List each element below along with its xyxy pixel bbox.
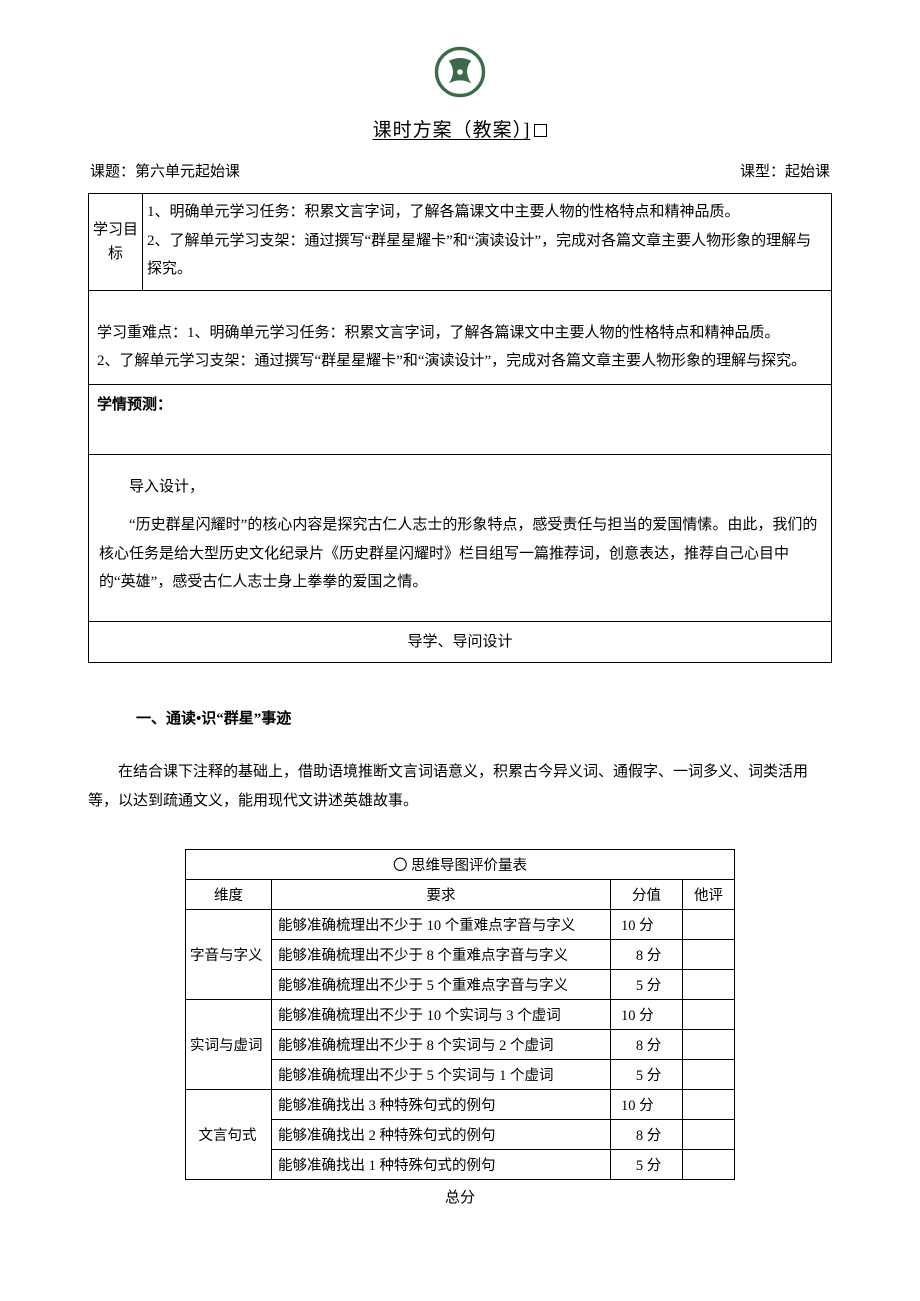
- topic-value: 第六单元起始课: [135, 164, 240, 180]
- lesson-type: 课型：起始课: [740, 160, 830, 181]
- predict-block: 学情预测：: [89, 385, 831, 455]
- topic-label: 课题：: [90, 164, 135, 180]
- rubric-total: 总分: [185, 1186, 735, 1207]
- rubric-requirement: 能够准确找出 2 种特殊句式的例句: [272, 1120, 611, 1150]
- rubric-peer-cell: [683, 910, 735, 940]
- goals-row: 学习目标 1、明确单元学习任务：积累文言字词，了解各篇课文中主要人物的性格特点和…: [89, 194, 831, 291]
- table-row: 字音与字义能够准确梳理出不少于 10 个重难点字音与字义10 分: [186, 910, 735, 940]
- rubric-header-row: 维度 要求 分值 他评: [186, 880, 735, 910]
- rubric-score: 10 分: [611, 1000, 683, 1030]
- rubric-requirement: 能够准确梳理出不少于 5 个实词与 1 个虚词: [272, 1060, 611, 1090]
- rubric-requirement: 能够准确梳理出不少于 8 个重难点字音与字义: [272, 940, 611, 970]
- difficulty-line-2: 2、了解单元学习支架：通过撰写“群星星耀卡”和“演读设计”，完成对各篇文章主要人…: [97, 347, 823, 376]
- rubric-score: 8 分: [611, 1030, 683, 1060]
- rubric-peer-cell: [683, 1120, 735, 1150]
- main-box: 学习目标 1、明确单元学习任务：积累文言字词，了解各篇课文中主要人物的性格特点和…: [88, 193, 832, 663]
- intro-block: 导入设计， “历史群星闪耀时”的核心内容是探究古仁人志士的形象特点，感受责任与担…: [89, 455, 831, 622]
- table-row: 文言句式能够准确找出 3 种特殊句式的例句10 分: [186, 1090, 735, 1120]
- document-title-text: 课时方案（教案）]: [373, 120, 531, 141]
- rubric-peer-cell: [683, 970, 735, 1000]
- rubric-h-score: 分值: [611, 880, 683, 910]
- goals-body: 1、明确单元学习任务：积累文言字词，了解各篇课文中主要人物的性格特点和精神品质。…: [143, 194, 831, 290]
- type-label: 课型：: [740, 164, 785, 180]
- title-checkbox-icon: [534, 124, 547, 137]
- rubric-requirement: 能够准确梳理出不少于 5 个重难点字音与字义: [272, 970, 611, 1000]
- logo-container: [88, 44, 832, 105]
- rubric-score: 8 分: [611, 1120, 683, 1150]
- rubric-score: 10 分: [611, 1090, 683, 1120]
- intro-body: “历史群星闪耀时”的核心内容是探究古仁人志士的形象特点，感受责任与担当的爱国情愫…: [99, 511, 821, 597]
- rubric-score: 8 分: [611, 940, 683, 970]
- rubric-h-req: 要求: [272, 880, 611, 910]
- rubric-score: 5 分: [611, 1060, 683, 1090]
- rubric-title: 〇 思维导图评价量表: [186, 850, 735, 880]
- rubric-requirement: 能够准确梳理出不少于 10 个重难点字音与字义: [272, 910, 611, 940]
- type-value: 起始课: [785, 164, 830, 180]
- rubric-dimension: 字音与字义: [186, 910, 272, 1000]
- section-1-para: 在结合课下注释的基础上，借助语境推断文言词语意义，积累古今异义词、通假字、一词多…: [88, 758, 832, 815]
- rubric-table: 〇 思维导图评价量表 维度 要求 分值 他评 字音与字义能够准确梳理出不少于 1…: [185, 849, 735, 1180]
- rubric-requirement: 能够准确梳理出不少于 8 个实词与 2 个虚词: [272, 1030, 611, 1060]
- topic: 课题：第六单元起始课: [90, 160, 240, 181]
- goals-line-1: 1、明确单元学习任务：积累文言字词，了解各篇课文中主要人物的性格特点和精神品质。: [147, 198, 823, 227]
- rubric-h-dim: 维度: [186, 880, 272, 910]
- goals-line-2: 2、了解单元学习支架：通过撰写“群星星耀卡”和“演读设计”，完成对各篇文章主要人…: [147, 227, 823, 284]
- rubric-dimension: 实词与虚词: [186, 1000, 272, 1090]
- rubric-dimension: 文言句式: [186, 1090, 272, 1180]
- rubric-score: 5 分: [611, 1150, 683, 1180]
- rubric-peer-cell: [683, 1150, 735, 1180]
- document-title: 课时方案（教案）]: [88, 115, 832, 142]
- guide-title: 导学、导问设计: [89, 622, 831, 663]
- rubric-h-peer: 他评: [683, 880, 735, 910]
- difficulty-block: 学习重难点：1、明确单元学习任务：积累文言字词，了解各篇课文中主要人物的性格特点…: [89, 291, 831, 385]
- rubric-peer-cell: [683, 1000, 735, 1030]
- rubric-requirement: 能够准确梳理出不少于 10 个实词与 3 个虚词: [272, 1000, 611, 1030]
- rubric-requirement: 能够准确找出 3 种特殊句式的例句: [272, 1090, 611, 1120]
- rubric-peer-cell: [683, 1090, 735, 1120]
- meta-row: 课题：第六单元起始课 课型：起始课: [88, 160, 832, 181]
- difficulty-line-1: 学习重难点：1、明确单元学习任务：积累文言字词，了解各篇课文中主要人物的性格特点…: [97, 319, 823, 348]
- intro-lead: 导入设计，: [99, 473, 821, 502]
- rubric-score: 5 分: [611, 970, 683, 1000]
- rubric-score: 10 分: [611, 910, 683, 940]
- table-row: 实词与虚词能够准确梳理出不少于 10 个实词与 3 个虚词10 分: [186, 1000, 735, 1030]
- rubric-peer-cell: [683, 940, 735, 970]
- goals-label: 学习目标: [89, 194, 143, 290]
- rubric-title-row: 〇 思维导图评价量表: [186, 850, 735, 880]
- section-1-heading: 一、通读•识“群星”事迹: [88, 707, 832, 728]
- rubric-peer-cell: [683, 1060, 735, 1090]
- school-logo-icon: [432, 44, 488, 100]
- rubric-requirement: 能够准确找出 1 种特殊句式的例句: [272, 1150, 611, 1180]
- page: 课时方案（教案）] 课题：第六单元起始课 课型：起始课 学习目标 1、明确单元学…: [0, 0, 920, 1301]
- predict-label: 学情预测：: [97, 397, 172, 413]
- rubric-container: 〇 思维导图评价量表 维度 要求 分值 他评 字音与字义能够准确梳理出不少于 1…: [185, 849, 735, 1207]
- rubric-peer-cell: [683, 1030, 735, 1060]
